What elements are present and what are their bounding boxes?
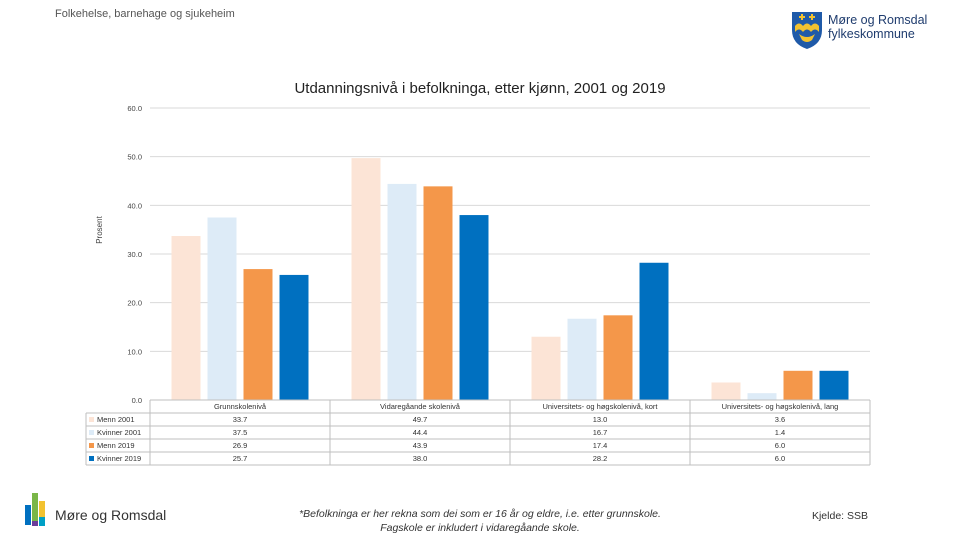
data-label: 26.9 — [233, 441, 248, 450]
data-label: 6.0 — [775, 441, 785, 450]
bar — [423, 186, 453, 400]
bar — [747, 393, 777, 400]
legend-label: Menn 2019 — [97, 441, 135, 450]
bar — [567, 318, 597, 400]
legend-swatch — [89, 456, 94, 461]
chart-title: Utdanningsnivå i befolkninga, etter kjøn… — [294, 80, 666, 97]
bar — [279, 274, 309, 400]
bar — [531, 336, 561, 400]
bar — [459, 215, 489, 400]
category-label: Universitets- og høgskolenivå, kort — [542, 402, 658, 411]
legend-label: Kvinner 2019 — [97, 454, 141, 463]
data-label: 33.7 — [233, 415, 248, 424]
bar — [783, 370, 813, 400]
bar — [207, 217, 237, 400]
data-label: 49.7 — [413, 415, 428, 424]
county-name-line2: fylkeskommune — [828, 27, 915, 41]
bar — [711, 382, 741, 400]
bar — [603, 315, 633, 400]
legend-swatch — [89, 443, 94, 448]
category-label: Grunnskolenivå — [214, 402, 267, 411]
y-tick-label: 30.0 — [127, 250, 142, 259]
county-name: Møre og Romsdal fylkeskommune — [828, 13, 927, 41]
y-tick-label: 50.0 — [127, 153, 142, 162]
bar — [243, 269, 273, 400]
y-tick-label: 10.0 — [127, 347, 142, 356]
footnote-line2: Fagskole er inkludert i vidaregåande sko… — [380, 522, 580, 534]
data-label: 6.0 — [775, 454, 785, 463]
legend-label: Menn 2001 — [97, 415, 135, 424]
data-label: 28.2 — [593, 454, 608, 463]
footnote: *Befolkninga er her rekna som dei som er… — [260, 507, 700, 535]
data-label: 25.7 — [233, 454, 248, 463]
data-label: 37.5 — [233, 428, 248, 437]
data-label: 43.9 — [413, 441, 428, 450]
data-label: 16.7 — [593, 428, 608, 437]
brand-mark-icon — [25, 493, 45, 526]
county-name-line1: Møre og Romsdal — [828, 13, 928, 27]
bar — [351, 158, 381, 400]
data-label: 1.4 — [775, 428, 785, 437]
coat-of-arms-icon — [792, 12, 822, 49]
footer-logo-text: Møre og Romsdal — [55, 507, 167, 523]
category-label: Vidaregåande skolenivå — [380, 402, 461, 411]
y-tick-label: 40.0 — [127, 201, 142, 210]
source-note: Kjelde: SSB — [811, 510, 869, 522]
y-axis-label: Prosent — [95, 215, 104, 243]
data-label: 17.4 — [593, 441, 608, 450]
legend-swatch — [89, 430, 94, 435]
bar — [387, 183, 417, 400]
y-tick-label: 0.0 — [132, 396, 142, 405]
footer-logo: Møre og Romsdal — [25, 493, 225, 529]
county-logo: Møre og Romsdal fylkeskommune — [790, 10, 950, 54]
legend-label: Kvinner 2001 — [97, 428, 141, 437]
category-label: Universitets- og høgskolenivå, lang — [722, 402, 839, 411]
y-tick-label: 60.0 — [127, 104, 142, 113]
footnote-line1: *Befolkninga er her rekna som dei som er… — [299, 508, 661, 520]
data-label: 13.0 — [593, 415, 608, 424]
bar — [639, 262, 669, 400]
data-label: 44.4 — [413, 428, 428, 437]
bar — [171, 235, 201, 400]
bar — [819, 370, 849, 400]
breadcrumb: Folkehelse, barnehage og sjukeheim — [55, 8, 235, 20]
legend-swatch — [89, 417, 94, 422]
y-tick-label: 20.0 — [127, 299, 142, 308]
data-label: 38.0 — [413, 454, 428, 463]
data-label: 3.6 — [775, 415, 785, 424]
